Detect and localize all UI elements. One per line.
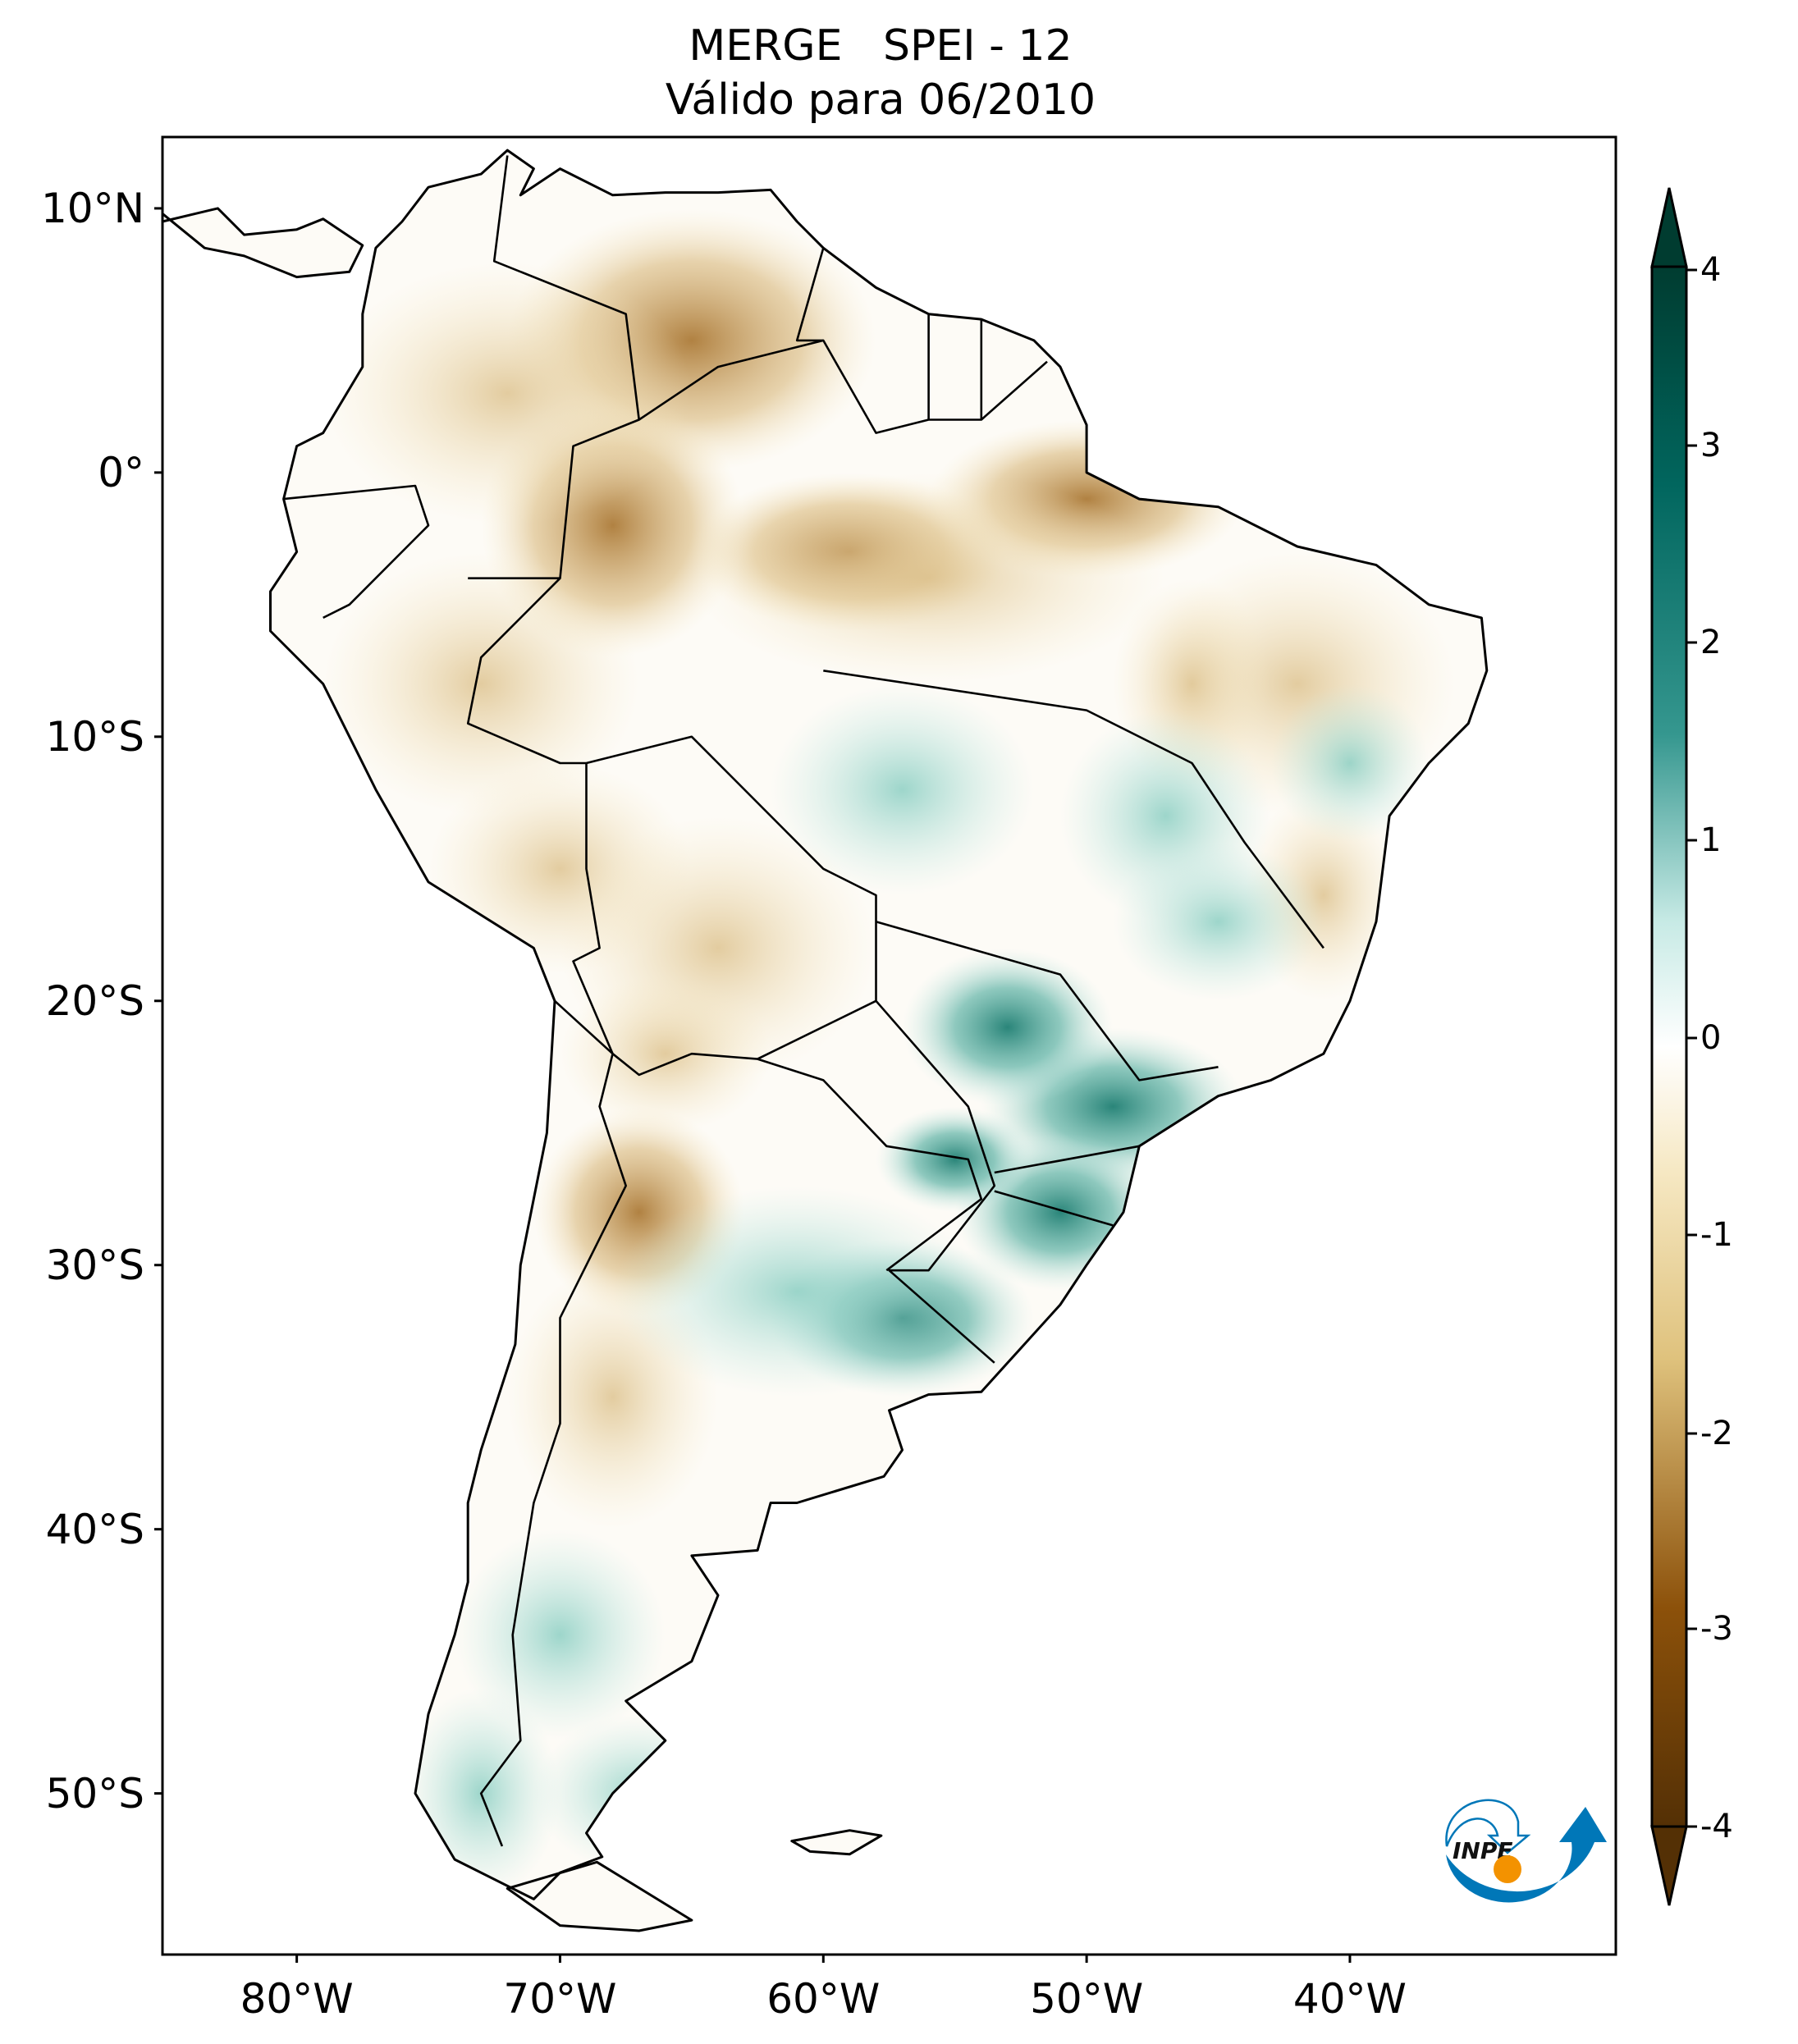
border-line [757,1058,983,1272]
anomaly-region [1113,842,1324,1001]
anomaly-region [533,1714,745,1873]
border-line [994,1190,1114,1227]
lon-tick-label: 70°W [503,1975,617,2023]
colorbar-tick-label: -2 [1700,1415,1733,1452]
anomaly-region [560,974,771,1133]
anomaly-region [691,473,1166,684]
land-field [162,150,1487,1931]
chart-subtitle: Válido para 06/2010 [665,75,1096,125]
lat-tick-label: 40°S [45,1505,144,1553]
lon-tick-label: 60°W [766,1975,881,2023]
lon-tick-label: 40°W [1292,1975,1407,2023]
lat-tick-label: 10°N [40,184,144,232]
lat-tick-label: 10°S [45,712,144,761]
lon-tick-label: 80°W [240,1975,354,2023]
colorbar-tick-label: -3 [1700,1610,1733,1648]
colorbar-tick-label: -1 [1700,1216,1733,1254]
border-line [492,155,640,420]
anomaly-region [455,1530,666,1740]
anomaly-region [902,948,1114,1107]
colorbar-body [1650,265,1688,1828]
colorbar [1650,187,1697,1906]
anomaly-region [323,261,692,525]
border-line [994,1145,1140,1174]
lat-tick-label: 20°S [45,976,144,1025]
border-line [876,920,1219,1081]
border-line [466,577,996,1364]
border-line [795,247,825,342]
colorbar-tick-label: 2 [1700,624,1722,661]
border-line [479,999,627,1847]
anomaly-region [771,684,1035,895]
colorbar-tick-label: -4 [1700,1808,1733,1845]
colorbar-tick-label: 1 [1700,821,1722,859]
colorbar-tick-label: 0 [1700,1019,1722,1057]
axis-ticks [154,207,1352,1963]
plot-frame [161,135,1617,1956]
anomaly-region [612,1186,981,1397]
lat-tick-label: 0° [98,448,144,496]
lon-tick-label: 50°W [1030,1975,1144,2023]
colorbar-extend-max [1650,187,1688,268]
anomaly-region [1270,684,1430,843]
lat-tick-label: 30°S [45,1241,144,1289]
border-line [823,670,1324,949]
border-line [283,484,430,620]
colorbar-extend-min [1650,1825,1688,1906]
anomaly-region [323,551,639,816]
chart-title: MERGE SPEI - 12 [689,21,1073,71]
colorbar-tick-label: 3 [1700,427,1722,464]
border-line [468,339,1048,579]
inpe-logo: INPE [1445,1799,1607,1903]
coastline [161,149,1489,1932]
lat-tick-label: 50°S [45,1769,144,1818]
colorbar-tick-label: 4 [1700,251,1722,289]
